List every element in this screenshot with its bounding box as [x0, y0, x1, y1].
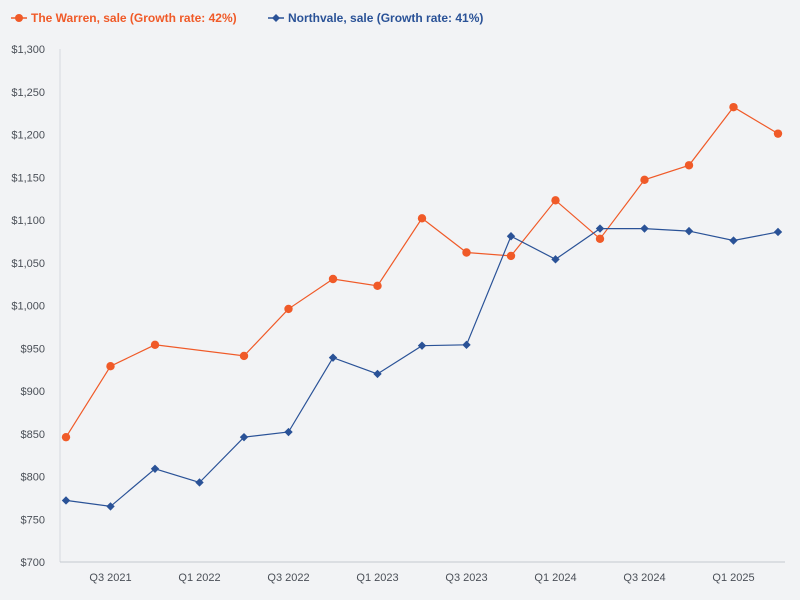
data-point: [684, 226, 694, 236]
y-axis: $700 $750 $800 $850 $900 $950 $1,000 $1,050 $1,1…: [11, 44, 61, 569]
data-point: [328, 274, 338, 284]
x-tick-label: Q3 2022: [267, 572, 309, 584]
data-point: [684, 161, 694, 170]
data-point: [729, 102, 738, 112]
x-tick-label: Q1 2022: [178, 572, 220, 584]
y-tick-label: $1,100: [11, 215, 45, 227]
legend-item-2[interactable]: Northvale, sale (Growth rate: 41%): [268, 11, 483, 25]
data-point: [150, 464, 160, 474]
legend-marker-circle-icon: [15, 14, 23, 22]
data-point: [328, 353, 338, 362]
y-tick-label: $900: [21, 386, 45, 398]
y-tick-label: $1,050: [11, 258, 45, 270]
data-point: [773, 227, 783, 237]
legend-item-1[interactable]: The Warren, sale (Growth rate: 42%): [11, 11, 237, 25]
y-tick-label: $750: [21, 514, 45, 526]
x-tick-label: Q1 2025: [712, 572, 754, 584]
y-tick-label: $800: [21, 472, 45, 484]
data-point: [284, 427, 293, 437]
x-tick-label: Q3 2024: [623, 572, 665, 584]
series-1: [61, 102, 783, 442]
x-tick-label: Q1 2023: [356, 572, 398, 584]
data-point: [150, 340, 160, 350]
data-point: [195, 478, 204, 487]
data-point: [640, 175, 649, 185]
data-point: [373, 281, 382, 291]
series-line: [65, 106, 779, 438]
y-tick-label: $1,150: [11, 172, 45, 184]
data-point: [106, 362, 115, 371]
data-point: [595, 234, 605, 244]
y-tick-label: $1,000: [11, 301, 45, 313]
data-point: [106, 502, 115, 511]
data-point: [595, 224, 605, 233]
data-point: [373, 369, 382, 379]
data-point: [729, 236, 738, 245]
data-point: [462, 340, 471, 350]
legend-label: Northvale, sale (Growth rate: 41%): [288, 11, 483, 25]
legend-marker-diamond-icon: [272, 14, 280, 22]
data-point: [506, 251, 516, 261]
x-axis: Q3 2021 Q1 2022 Q3 2022 Q1 2023 Q3 2023 Q1 20…: [60, 561, 785, 584]
data-point: [640, 224, 649, 233]
data-point: [417, 214, 427, 223]
y-tick-label: $850: [21, 429, 45, 441]
x-tick-label: Q3 2023: [445, 572, 487, 584]
data-point: [773, 129, 783, 138]
legend-label: The Warren, sale (Growth rate: 42%): [31, 11, 237, 25]
series-layer: [61, 102, 783, 511]
y-tick-label: $1,300: [11, 44, 45, 56]
x-tick-label: Q3 2021: [89, 572, 131, 584]
data-point: [61, 432, 71, 442]
data-point: [506, 232, 516, 241]
y-tick-label: $950: [21, 343, 45, 355]
data-point: [417, 341, 427, 350]
data-point: [284, 304, 293, 314]
series-2: [61, 224, 783, 511]
data-point: [239, 351, 249, 361]
x-tick-label: Q1 2024: [534, 572, 576, 584]
data-point: [462, 248, 471, 257]
data-point: [61, 496, 71, 505]
data-point: [239, 432, 249, 442]
legend: The Warren, sale (Growth rate: 42%) North…: [11, 11, 483, 25]
data-point: [551, 196, 560, 205]
y-tick-label: $1,250: [11, 87, 45, 99]
series-line: [65, 228, 779, 508]
data-point: [551, 255, 560, 264]
y-tick-label: $700: [21, 557, 45, 569]
y-tick-label: $1,200: [11, 130, 45, 142]
